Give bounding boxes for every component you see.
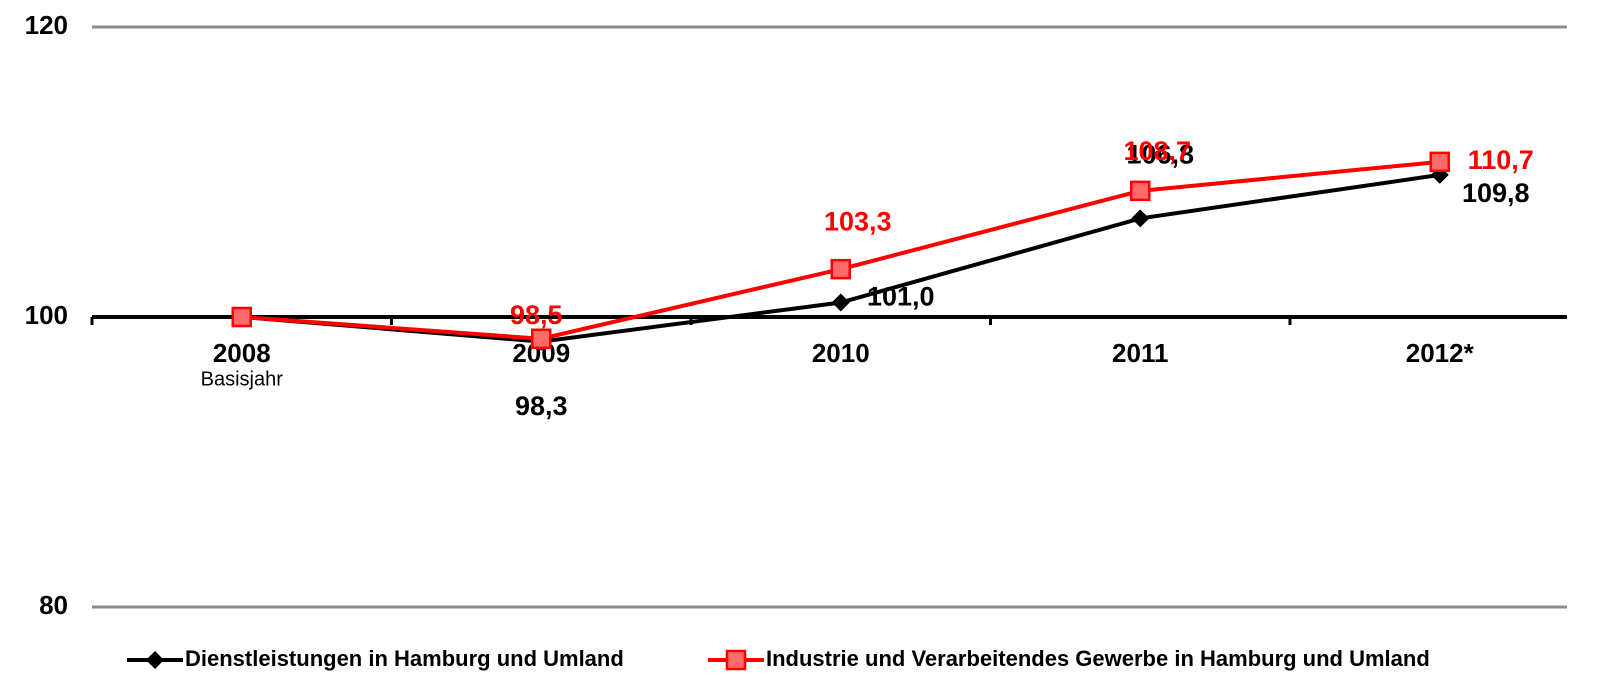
series-line bbox=[241, 159, 1440, 341]
data-label: 106,8 bbox=[1126, 140, 1194, 170]
y-tick-label: 80 bbox=[39, 590, 68, 620]
marker bbox=[830, 258, 851, 280]
data-label: 98,5 bbox=[510, 300, 563, 330]
marker bbox=[231, 306, 252, 328]
marker bbox=[1429, 151, 1450, 173]
marker bbox=[831, 293, 850, 312]
x-tick-label: 2012* bbox=[1406, 338, 1475, 368]
legend-marker bbox=[146, 651, 164, 669]
legend-marker bbox=[725, 649, 747, 671]
annotation: Basisjahr bbox=[201, 368, 284, 390]
y-tick-label: 100 bbox=[25, 300, 68, 330]
legend-label: Industrie und Verarbeitendes Gewerbe in … bbox=[766, 646, 1430, 671]
data-label: 98,3 bbox=[515, 391, 568, 421]
legend-label: Dienstleistungen in Hamburg und Umland bbox=[185, 646, 624, 671]
marker bbox=[1130, 180, 1151, 202]
x-tick-label: 2010 bbox=[812, 338, 870, 368]
data-label: 103,3 bbox=[824, 206, 892, 236]
data-label: 109,8 bbox=[1462, 178, 1530, 208]
data-label: 110,7 bbox=[1468, 145, 1534, 175]
marker bbox=[1131, 209, 1150, 228]
data-label: 101,0 bbox=[867, 282, 935, 312]
y-tick-label: 120 bbox=[25, 10, 68, 40]
x-tick-label: 2008 bbox=[213, 338, 271, 368]
marker bbox=[531, 328, 552, 349]
data-label: 108,7 bbox=[1123, 136, 1191, 166]
x-tick-label: 2011 bbox=[1112, 338, 1168, 368]
